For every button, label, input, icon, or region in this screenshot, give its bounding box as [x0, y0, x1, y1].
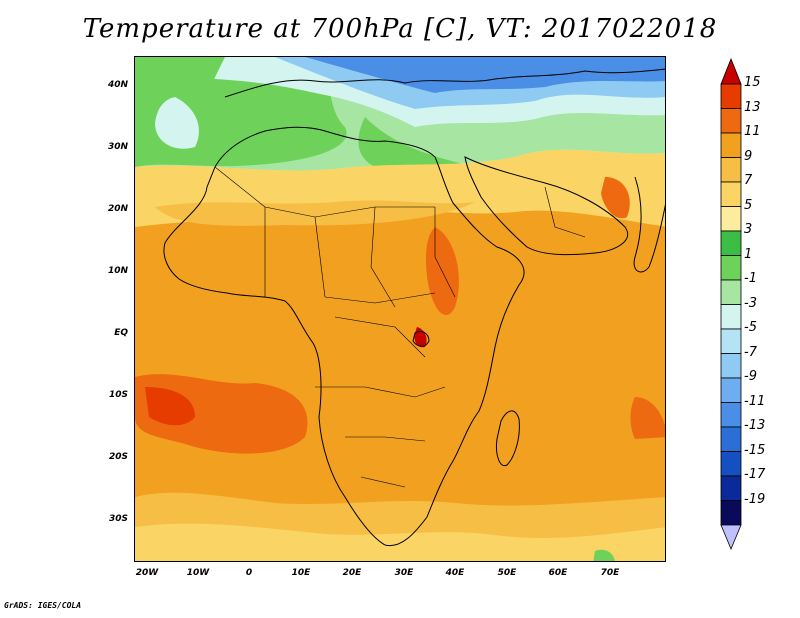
colorbar-tick-label: -17	[744, 467, 766, 482]
country-borders	[214, 166, 586, 488]
colorbar-segment	[720, 377, 742, 403]
credit-text: GrADS: IGES/COLA	[4, 601, 82, 610]
colorbar-segment	[720, 451, 742, 477]
colorbar-segment	[720, 353, 742, 379]
colorbar-tick-label: 9	[744, 148, 753, 164]
lat-label-10s: 10S	[108, 390, 128, 400]
field-green-south	[593, 549, 615, 561]
colorbar-segment	[720, 426, 742, 452]
lon-label-20w: 20W	[135, 568, 159, 578]
colorbar-tick-label: -7	[744, 344, 757, 360]
colorbar-tick-label: -1	[744, 271, 757, 286]
colorbar-tick-label: -15	[744, 442, 766, 458]
colorbar-segment	[720, 402, 742, 428]
colorbar-segment	[720, 132, 742, 158]
field-blue	[305, 57, 665, 93]
field-hot-southatlantic	[145, 387, 195, 426]
lon-label-20e: 20E	[342, 568, 362, 578]
colorbar-tick-label: -3	[744, 295, 757, 311]
colorbar-segment	[720, 500, 742, 526]
colorbar-bottom-arrow	[720, 524, 742, 551]
lon-label-60e: 60E	[548, 568, 568, 578]
field-yellow-south	[135, 523, 665, 561]
colorbar-tick-label: -5	[744, 320, 757, 335]
lon-label-70e: 70E	[600, 568, 620, 578]
madagascar-coastline	[496, 410, 520, 467]
colorbar-segment	[720, 328, 742, 354]
field-warm-arabia	[601, 177, 630, 219]
colorbar-tick-label: 1	[744, 246, 753, 262]
colorbar-tick-label: -11	[744, 393, 766, 409]
lon-label-50e: 50E	[497, 568, 517, 578]
lon-label-40e: 40E	[445, 568, 465, 578]
field-pale-patch	[155, 97, 199, 149]
colorbar-tick-label: 11	[744, 124, 761, 139]
lon-label-10w: 10W	[186, 568, 210, 578]
lon-label-30e: 30E	[394, 568, 414, 578]
temperature-map	[134, 56, 666, 562]
europe-coastline	[224, 68, 665, 98]
chart-title: Temperature at 700hPa [C], VT: 201702201…	[82, 14, 718, 44]
field-warm-indianocean	[630, 397, 665, 439]
colorbar-segment	[720, 83, 742, 109]
colorbar-segment	[720, 255, 742, 281]
colorbar-tick-label: 13	[744, 99, 761, 115]
lat-label-40n: 40N	[107, 80, 128, 90]
colorbar-tick-label: -13	[744, 418, 766, 433]
lat-label-20n: 20N	[107, 204, 128, 214]
colorbar-tick-label: 7	[744, 173, 753, 188]
colorbar-segment	[720, 230, 742, 256]
colorbar-tick-label: -9	[744, 369, 757, 384]
colorbar-tick-label: 15	[744, 75, 761, 90]
colorbar-top-arrow	[720, 58, 742, 85]
lat-label-30n: 30N	[107, 142, 128, 152]
colorbar-tick-label: 5	[744, 197, 753, 213]
colorbar-segment	[720, 108, 742, 134]
lat-label-eq: EQ	[114, 328, 128, 338]
lake-victoria	[412, 330, 430, 347]
colorbar-segment	[720, 157, 742, 183]
colorbar	[720, 58, 742, 551]
lat-label-10n: 10N	[107, 266, 128, 276]
field-green-central	[358, 117, 475, 175]
colorbar-segment	[720, 279, 742, 305]
arabia-coastline	[464, 156, 628, 256]
colorbar-segment	[720, 475, 742, 501]
temperature-field	[135, 57, 665, 561]
lon-label-10e: 10E	[291, 568, 311, 578]
lon-label-0: 0	[245, 568, 253, 578]
africa-coastline	[163, 126, 525, 547]
colorbar-segment	[720, 206, 742, 232]
colorbar-segment	[720, 181, 742, 207]
colorbar-tick-label: 3	[744, 222, 753, 237]
colorbar-tick-label: -19	[744, 491, 766, 507]
india-coastline	[633, 176, 665, 273]
colorbar-segment	[720, 304, 742, 330]
lat-label-20s: 20S	[108, 452, 128, 462]
lat-label-30s: 30S	[108, 514, 128, 524]
